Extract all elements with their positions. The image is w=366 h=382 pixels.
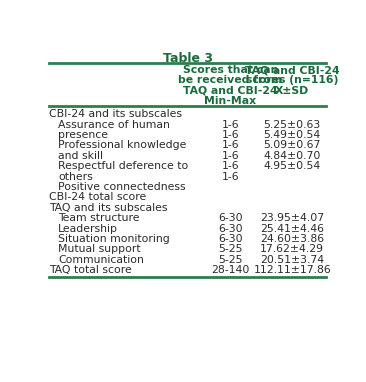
Text: 24.60±3.86: 24.60±3.86 (260, 234, 324, 244)
Text: 1-6: 1-6 (221, 141, 239, 151)
Text: 23.95±4.07: 23.95±4.07 (260, 213, 324, 223)
Text: Respectful deference to: Respectful deference to (58, 161, 188, 171)
Text: Mutual support: Mutual support (58, 244, 141, 254)
Text: 4.95±0.54: 4.95±0.54 (264, 161, 321, 171)
Text: 112.11±17.86: 112.11±17.86 (253, 265, 331, 275)
Text: presence: presence (58, 130, 108, 140)
Text: 5-25: 5-25 (218, 244, 242, 254)
Text: Min-Max: Min-Max (204, 96, 256, 106)
Text: Positive connectedness: Positive connectedness (58, 182, 186, 192)
Text: 1-6: 1-6 (221, 172, 239, 181)
Text: Communication: Communication (58, 255, 144, 265)
Text: scores (n=116): scores (n=116) (246, 76, 339, 86)
Text: 6-30: 6-30 (218, 223, 243, 233)
Text: 5.09±0.67: 5.09±0.67 (264, 141, 321, 151)
Text: 5.25±0.63: 5.25±0.63 (264, 120, 321, 129)
Text: CBI-24 total score: CBI-24 total score (49, 193, 146, 202)
Text: Assurance of human: Assurance of human (58, 120, 170, 129)
Text: be received from: be received from (178, 76, 282, 86)
Text: 4.84±0.70: 4.84±0.70 (264, 151, 321, 161)
Text: 1-6: 1-6 (221, 130, 239, 140)
Text: TAQ and CBI-24: TAQ and CBI-24 (183, 86, 277, 96)
Text: 17.62±4.29: 17.62±4.29 (260, 244, 324, 254)
Text: 1-6: 1-6 (221, 161, 239, 171)
Text: 6-30: 6-30 (218, 234, 243, 244)
Text: 25.41±4.46: 25.41±4.46 (260, 223, 324, 233)
Text: Professional knowledge: Professional knowledge (58, 141, 187, 151)
Text: others: others (58, 172, 93, 181)
Text: TAQ and CBI-24: TAQ and CBI-24 (245, 65, 340, 75)
Text: TAQ total score: TAQ total score (49, 265, 132, 275)
Text: Situation monitoring: Situation monitoring (58, 234, 170, 244)
Text: TAQ and its subscales: TAQ and its subscales (49, 203, 167, 213)
Text: 28-140: 28-140 (211, 265, 249, 275)
Text: 1-6: 1-6 (221, 151, 239, 161)
Text: 5-25: 5-25 (218, 255, 242, 265)
Text: and skill: and skill (58, 151, 103, 161)
Text: 5.49±0.54: 5.49±0.54 (264, 130, 321, 140)
Text: X±SD: X±SD (275, 86, 309, 96)
Text: Table 3: Table 3 (163, 52, 213, 65)
Text: Leadership: Leadership (58, 223, 118, 233)
Text: Scores that can: Scores that can (183, 65, 278, 75)
Text: Team structure: Team structure (58, 213, 140, 223)
Text: 1-6: 1-6 (221, 120, 239, 129)
Text: 20.51±3.74: 20.51±3.74 (260, 255, 324, 265)
Text: CBI-24 and its subscales: CBI-24 and its subscales (49, 109, 182, 119)
Text: 6-30: 6-30 (218, 213, 243, 223)
